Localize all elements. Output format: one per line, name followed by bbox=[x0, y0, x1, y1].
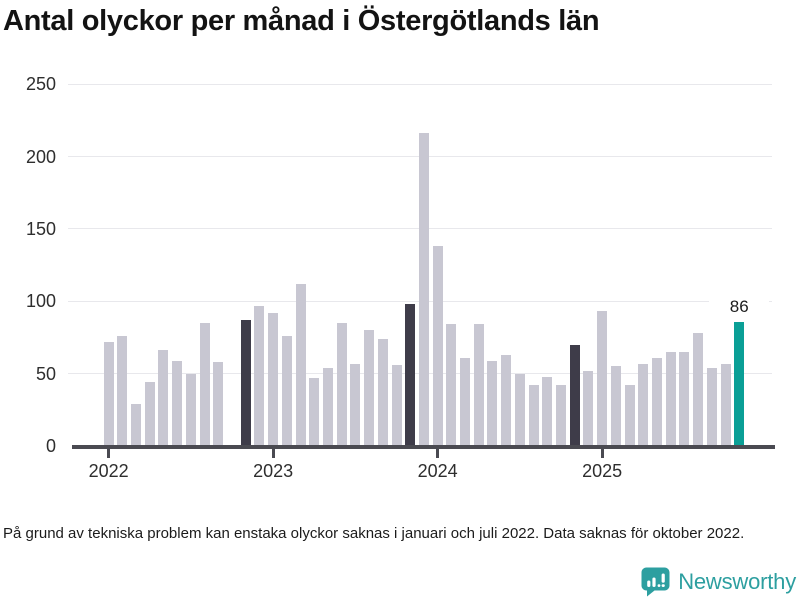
chart-footnote: På grund av tekniska problem kan enstaka… bbox=[3, 525, 745, 542]
bar-2025-01 bbox=[597, 311, 608, 446]
gridline-250 bbox=[68, 83, 772, 85]
bar-2022-12 bbox=[254, 305, 265, 446]
x-tick-label: 2024 bbox=[417, 461, 458, 481]
bar-2022-11 bbox=[240, 320, 251, 446]
bar-2022-02 bbox=[117, 336, 128, 446]
bar-2023-12 bbox=[418, 133, 429, 446]
bar-2022-06 bbox=[172, 360, 183, 446]
y-tick-label: 0 bbox=[45, 436, 56, 456]
bar-2023-05 bbox=[322, 367, 333, 446]
bar-chart-speech-bubble-icon bbox=[640, 566, 671, 598]
bar-value-label: 86 bbox=[709, 296, 770, 317]
bar-2024-12 bbox=[583, 370, 594, 446]
bar-2022-03 bbox=[131, 404, 142, 446]
bar-2023-08 bbox=[364, 330, 375, 446]
bar-2024-11 bbox=[569, 344, 580, 446]
bar-2025-06 bbox=[665, 351, 676, 446]
bar-2025-08 bbox=[693, 333, 704, 446]
y-tick-label: 100 bbox=[25, 291, 56, 312]
bar-2023-06 bbox=[336, 323, 347, 446]
x-tick-label: 2023 bbox=[253, 461, 294, 481]
bar-2022-05 bbox=[158, 350, 169, 446]
y-tick-label: 150 bbox=[25, 218, 56, 239]
x-tick-label: 2022 bbox=[88, 461, 129, 481]
bar-2025-09 bbox=[706, 367, 717, 446]
bar-2023-03 bbox=[295, 283, 306, 446]
bar-2024-03 bbox=[460, 357, 471, 446]
x-tick-2023 bbox=[271, 448, 275, 458]
bar-2024-07 bbox=[514, 373, 525, 446]
bar-2023-09 bbox=[377, 338, 388, 446]
bar-2023-10 bbox=[391, 364, 402, 446]
bar-2023-07 bbox=[350, 363, 361, 446]
bar-2025-03 bbox=[624, 385, 635, 446]
bar-2023-11 bbox=[405, 304, 416, 446]
newsworthy-logo-text: Newsworthy bbox=[678, 569, 796, 594]
x-tick-2022 bbox=[107, 448, 111, 458]
x-axis-line bbox=[72, 445, 775, 449]
bar-2025-05 bbox=[652, 357, 662, 446]
bar-2023-02 bbox=[281, 336, 292, 446]
bar-2024-08 bbox=[528, 385, 539, 446]
bar-2024-01 bbox=[432, 246, 443, 446]
bar-2025-07 bbox=[679, 351, 690, 446]
bar-2024-06 bbox=[501, 354, 512, 446]
bar-2022-09 bbox=[213, 362, 224, 446]
bar-2025-02 bbox=[610, 366, 621, 446]
bar-2025-11 bbox=[734, 321, 745, 446]
newsworthy-logo: Newsworthy bbox=[640, 566, 796, 598]
bar-2023-04 bbox=[309, 377, 320, 446]
bar-2024-09 bbox=[542, 376, 553, 446]
bar-2024-02 bbox=[446, 324, 457, 446]
bar-2022-07 bbox=[185, 373, 196, 446]
bar-2023-01 bbox=[268, 312, 279, 446]
bar-2022-01 bbox=[103, 341, 114, 446]
x-tick-label: 2025 bbox=[582, 461, 623, 481]
y-tick-label: 50 bbox=[35, 363, 56, 384]
bar-2024-04 bbox=[473, 324, 484, 446]
x-tick-2025 bbox=[600, 448, 604, 458]
x-tick-2024 bbox=[436, 448, 440, 458]
y-tick-label: 250 bbox=[25, 74, 56, 95]
bar-2024-05 bbox=[487, 360, 498, 446]
y-tick-label: 200 bbox=[25, 146, 56, 167]
bar-2025-10 bbox=[720, 363, 731, 446]
page-title: Antal olyckor per månad i Östergötlands … bbox=[3, 5, 600, 37]
chart-plot: 0 50 100 150 200 250 2022 2023 2024 2025 86 bbox=[25, 74, 775, 481]
bar-2022-04 bbox=[144, 382, 155, 446]
bar-2022-08 bbox=[199, 323, 210, 446]
bar-2024-10 bbox=[556, 385, 567, 446]
bar-2025-04 bbox=[638, 363, 649, 446]
